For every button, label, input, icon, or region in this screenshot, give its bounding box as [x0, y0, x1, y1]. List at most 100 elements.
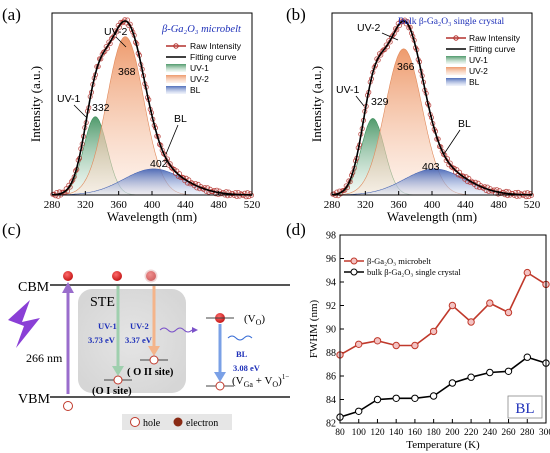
panel-b-peak-uv2: 366	[397, 61, 415, 73]
vo-label: (VO)	[244, 313, 265, 327]
panel-d-point-0	[411, 341, 419, 350]
panel-d-ylabel: FWHM (nm)	[308, 299, 320, 358]
panel-a-ann-uv2: UV-2	[104, 26, 128, 38]
b-xtick-label: 520	[524, 199, 541, 211]
panel-d-badge	[507, 395, 543, 419]
panel-d-point-1	[411, 394, 419, 402]
b-raw-point	[448, 164, 454, 170]
panel-a-legend-bl: BL	[190, 85, 201, 95]
ste-label: STE	[90, 295, 115, 310]
panel-d-point-0	[392, 341, 400, 350]
panel-b-peak-bl: 403	[422, 161, 440, 173]
panel-b-legend: Raw Intensity Fitting curve UV-1 UV-2 BL	[446, 33, 521, 87]
panel-a-legend-uv2: UV-2	[190, 74, 209, 84]
panel-b-ann-bl: BL	[458, 118, 471, 130]
panel-d-point-1	[448, 379, 457, 387]
panel-d-point-1	[486, 368, 494, 377]
uv2-energy: 3.37 eV	[125, 335, 153, 345]
panel-a-peak-uv2: 368	[118, 66, 136, 78]
b-xtick-label: 400	[424, 199, 441, 211]
panel-a-ylabel: Intensity (a.u.)	[28, 66, 43, 142]
panel-b-title: Bulk β-Ga₂O₃ single crystal	[398, 17, 505, 27]
panel-d-point-0	[448, 301, 457, 310]
panel-b-ylabel: Intensity (a.u.)	[309, 66, 324, 142]
hole-icon	[130, 417, 140, 427]
a-raw-point	[53, 193, 59, 199]
panel-d-xtick-label: 260	[501, 428, 516, 438]
panel-b-spectrum: (b) 280 320 360 400 440 480 520 Wavelength (nm…	[286, 5, 541, 224]
panel-a-ann-uv1: UV-1	[57, 93, 81, 105]
panel-d-point-1	[429, 392, 438, 400]
panel-d-point-1	[355, 407, 363, 415]
panel-a-spectrum: (a) 280 320 360 400 440 480 520 Wavelength (nm…	[2, 5, 261, 224]
panel-b-label: (b)	[286, 5, 306, 24]
panel-d-xtick-label: 120	[370, 428, 385, 438]
panel-a-label: (a)	[2, 5, 21, 24]
panel-a-ann-bl: BL	[174, 113, 187, 125]
legend-electron: electron	[186, 418, 218, 429]
panel-b-legend-uv2: UV-2	[469, 66, 488, 76]
panel-d-xtick-label: 80	[335, 428, 345, 438]
bl-name: BL	[236, 349, 248, 359]
panel-d-ytick-label: 90	[326, 325, 336, 336]
electron-icon	[63, 271, 73, 281]
panel-b-x-ticks: 280 320 360 400 440 480 520	[324, 191, 541, 211]
panel-c-label: (c)	[2, 220, 21, 239]
panel-a-title: β-Ga₂O₃ microbelt	[161, 24, 242, 35]
panel-b-ann-uv1: UV-1	[336, 84, 360, 96]
b-xtick-label: 280	[324, 199, 341, 211]
panel-b-ann-uv2: UV-2	[357, 22, 381, 34]
excitation-label: 266 nm	[26, 351, 63, 365]
panel-b-peak-uv1: 329	[371, 96, 389, 108]
panel-d-ytick-label: 88	[326, 348, 336, 359]
panel-d-ytick-label: 92	[326, 301, 336, 312]
panel-d-point-0	[373, 337, 382, 345]
uv1-name: UV-1	[98, 321, 117, 331]
panel-d-point-1	[467, 373, 475, 381]
panel-d-point-0	[429, 327, 438, 336]
electron-icon	[173, 417, 183, 427]
bl-energy: 3.08 eV	[233, 363, 261, 373]
lightning-icon	[8, 300, 40, 348]
panel-b-legend-fit: Fitting curve	[469, 44, 516, 54]
electron-icon	[112, 271, 122, 281]
panel-d-legend-bulk: bulk β-Ga₂O₃ single crystal	[367, 267, 461, 277]
panel-a-x-ticks: 280 320 360 400 440 480 520	[44, 191, 261, 211]
panel-d-xtick-label: 140	[389, 428, 404, 438]
panel-d-xtick-label: 220	[464, 428, 479, 438]
cbm-label: CBM	[18, 280, 50, 295]
wavy-bl-emission	[227, 335, 253, 341]
panel-d-ytick-label: 94	[326, 278, 336, 289]
panel-d-point-0	[523, 268, 531, 277]
a-xtick-label: 320	[77, 199, 94, 211]
hole-icon	[215, 381, 225, 391]
a-xtick-label: 480	[210, 199, 227, 211]
panel-d-series-line-0	[339, 271, 547, 356]
panel-d-series	[336, 268, 550, 421]
panel-d-point-1	[373, 395, 382, 404]
legend-hole: hole	[143, 418, 161, 429]
vga-vo-label: (VGa + VO)1−	[232, 373, 289, 389]
panel-d-xtick-label: 160	[408, 428, 423, 438]
panel-a-legend-uv1: UV-1	[190, 63, 209, 73]
panel-a-legend-fit: Fitting curve	[190, 52, 237, 62]
panel-d-ytick-label: 86	[326, 372, 336, 383]
panel-d-ytick-label: 98	[326, 231, 336, 242]
panel-a-legend: Raw Intensity Fitting curve UV-1 UV-2 BL	[166, 41, 242, 95]
panel-d-xtick-label: 280	[520, 428, 535, 438]
panel-d-xlabel: Temperature (K)	[406, 439, 480, 451]
vbm-label: VBM	[18, 392, 50, 407]
a-xtick-label: 440	[177, 199, 194, 211]
site1-label: (O I site)	[92, 386, 132, 397]
panel-d-frame	[339, 234, 547, 424]
b-xtick-label: 440	[457, 199, 474, 211]
panel-b-legend-uv1: UV-1	[469, 55, 488, 65]
panel-b-legend-bl: BL	[469, 77, 480, 87]
panel-d-xtick-label: 100	[352, 428, 367, 438]
a-xtick-label: 280	[44, 199, 61, 211]
panel-d-label: (d)	[286, 220, 306, 239]
panel-a-legend-raw: Raw Intensity	[190, 41, 242, 51]
panel-d-point-0	[486, 299, 494, 307]
